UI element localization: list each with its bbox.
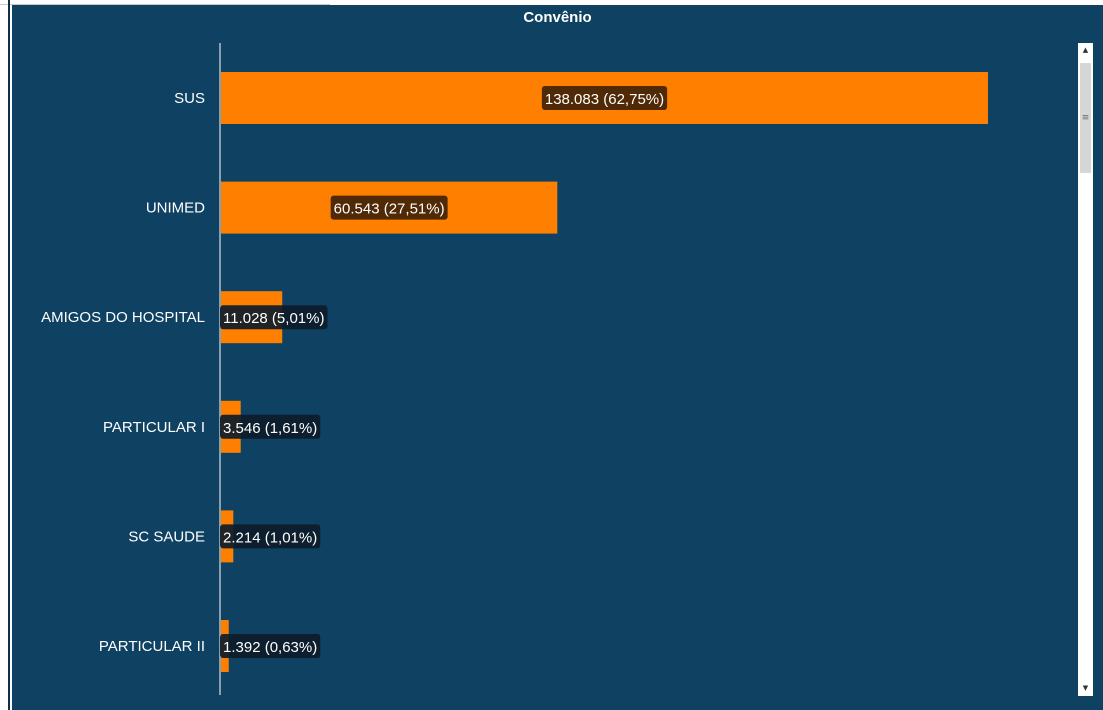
data-label: 3.546 (1,61%) <box>223 420 317 437</box>
category-label: AMIGOS DO HOSPITAL <box>41 309 205 326</box>
data-label-background <box>220 524 321 549</box>
data-label-background <box>220 414 321 439</box>
category-label: UNIMED <box>146 200 205 217</box>
data-label: 2.214 (1,01%) <box>223 529 317 546</box>
scroll-thumb[interactable]: ≡ <box>1080 63 1091 173</box>
data-label: 60.543 (27,51%) <box>334 201 445 218</box>
data-label: 11.028 (5,01%) <box>223 310 324 327</box>
data-label: 1.392 (0,63%) <box>223 639 317 656</box>
vertical-scrollbar[interactable]: ▲ ≡ ▼ <box>1078 43 1093 696</box>
data-label-background <box>220 634 321 658</box>
category-label: SUS <box>174 90 205 107</box>
data-label: 138.083 (62,75%) <box>545 91 664 108</box>
chart-panel: Convênio SUS 138.083 (62,75%) UNIMED 60.543… <box>12 5 1103 710</box>
data-label-background <box>330 195 448 220</box>
category-label: SC SAUDE <box>128 528 205 545</box>
chart-plot: SUS 138.083 (62,75%) UNIMED 60.543 (27,51%)… <box>41 43 988 695</box>
category-label: PARTICULAR II <box>99 638 205 655</box>
frame-border <box>8 0 10 710</box>
data-label-background <box>541 86 668 110</box>
data-label-background <box>220 305 328 330</box>
top-strip <box>0 0 330 5</box>
chart-title: Convênio <box>523 9 592 26</box>
scroll-down-arrow-icon[interactable]: ▼ <box>1082 684 1089 692</box>
category-label: PARTICULAR I <box>103 419 205 436</box>
scroll-up-arrow-icon[interactable]: ▲ <box>1082 46 1089 54</box>
